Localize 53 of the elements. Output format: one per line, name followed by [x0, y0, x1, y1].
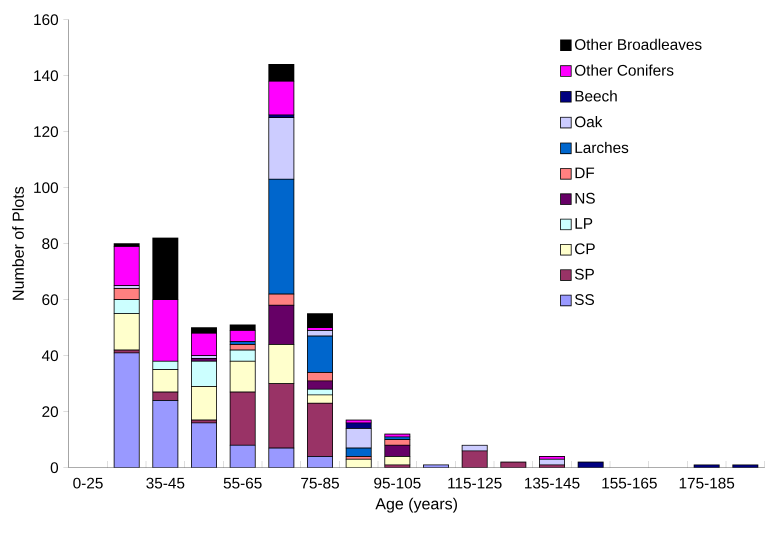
bar — [114, 352, 140, 468]
x-tick-label: 155-165 — [602, 478, 657, 489]
y-tick-label: 20 — [42, 406, 58, 418]
legend-label: Other Conifers — [575, 64, 674, 76]
legend-label: Other Broadleaves — [575, 38, 702, 50]
bar — [152, 400, 178, 468]
bar — [307, 402, 333, 457]
bar — [191, 422, 217, 468]
legend-label: NS — [576, 192, 595, 204]
bar — [462, 450, 488, 468]
y-tick-label: 160 — [34, 14, 58, 26]
x-tick-label: 115-125 — [448, 478, 502, 489]
x-tick-label: 175-185 — [680, 478, 734, 489]
bar — [307, 313, 333, 328]
legend-label: Oak — [575, 116, 602, 128]
y-tick-label: 60 — [42, 294, 58, 306]
bar — [230, 360, 256, 392]
bar — [230, 444, 256, 468]
x-tick-label: 135-145 — [525, 478, 580, 489]
bar — [346, 459, 372, 468]
bar — [268, 383, 294, 448]
x-tick-label: 75-85 — [301, 478, 339, 489]
bar — [268, 448, 294, 468]
y-axis-title: Number of Plots — [12, 186, 24, 300]
y-tick-label: 0 — [50, 462, 58, 474]
x-tick-label: 55-65 — [224, 478, 262, 489]
bar — [732, 464, 758, 468]
legend-label: CP — [575, 243, 595, 254]
legend-label: LP — [576, 218, 592, 229]
bar — [578, 462, 604, 468]
bar — [114, 246, 140, 286]
bar — [307, 456, 333, 468]
bar — [114, 313, 140, 350]
bar — [152, 369, 178, 392]
x-tick-label: 95-105 — [374, 478, 421, 489]
y-tick-label: 100 — [34, 182, 58, 194]
bar — [694, 464, 720, 468]
legend-label: SP — [574, 268, 594, 280]
y-tick-label: 120 — [34, 126, 58, 138]
y-tick-label: 140 — [34, 70, 58, 82]
bar — [230, 392, 256, 446]
legend-label: DF — [576, 168, 594, 178]
legend-label: SS — [574, 294, 594, 305]
bar — [191, 360, 217, 387]
legend-label: Beech — [576, 90, 617, 102]
y-tick-label: 40 — [42, 350, 58, 362]
x-tick-label: 0-25 — [73, 478, 103, 489]
bar — [268, 344, 294, 384]
x-tick-label: 35-45 — [146, 478, 184, 489]
bar — [191, 386, 217, 420]
legend-label: Larches — [576, 142, 628, 154]
y-tick-label: 80 — [42, 238, 58, 250]
x-axis-title: Age (years) — [375, 498, 457, 513]
